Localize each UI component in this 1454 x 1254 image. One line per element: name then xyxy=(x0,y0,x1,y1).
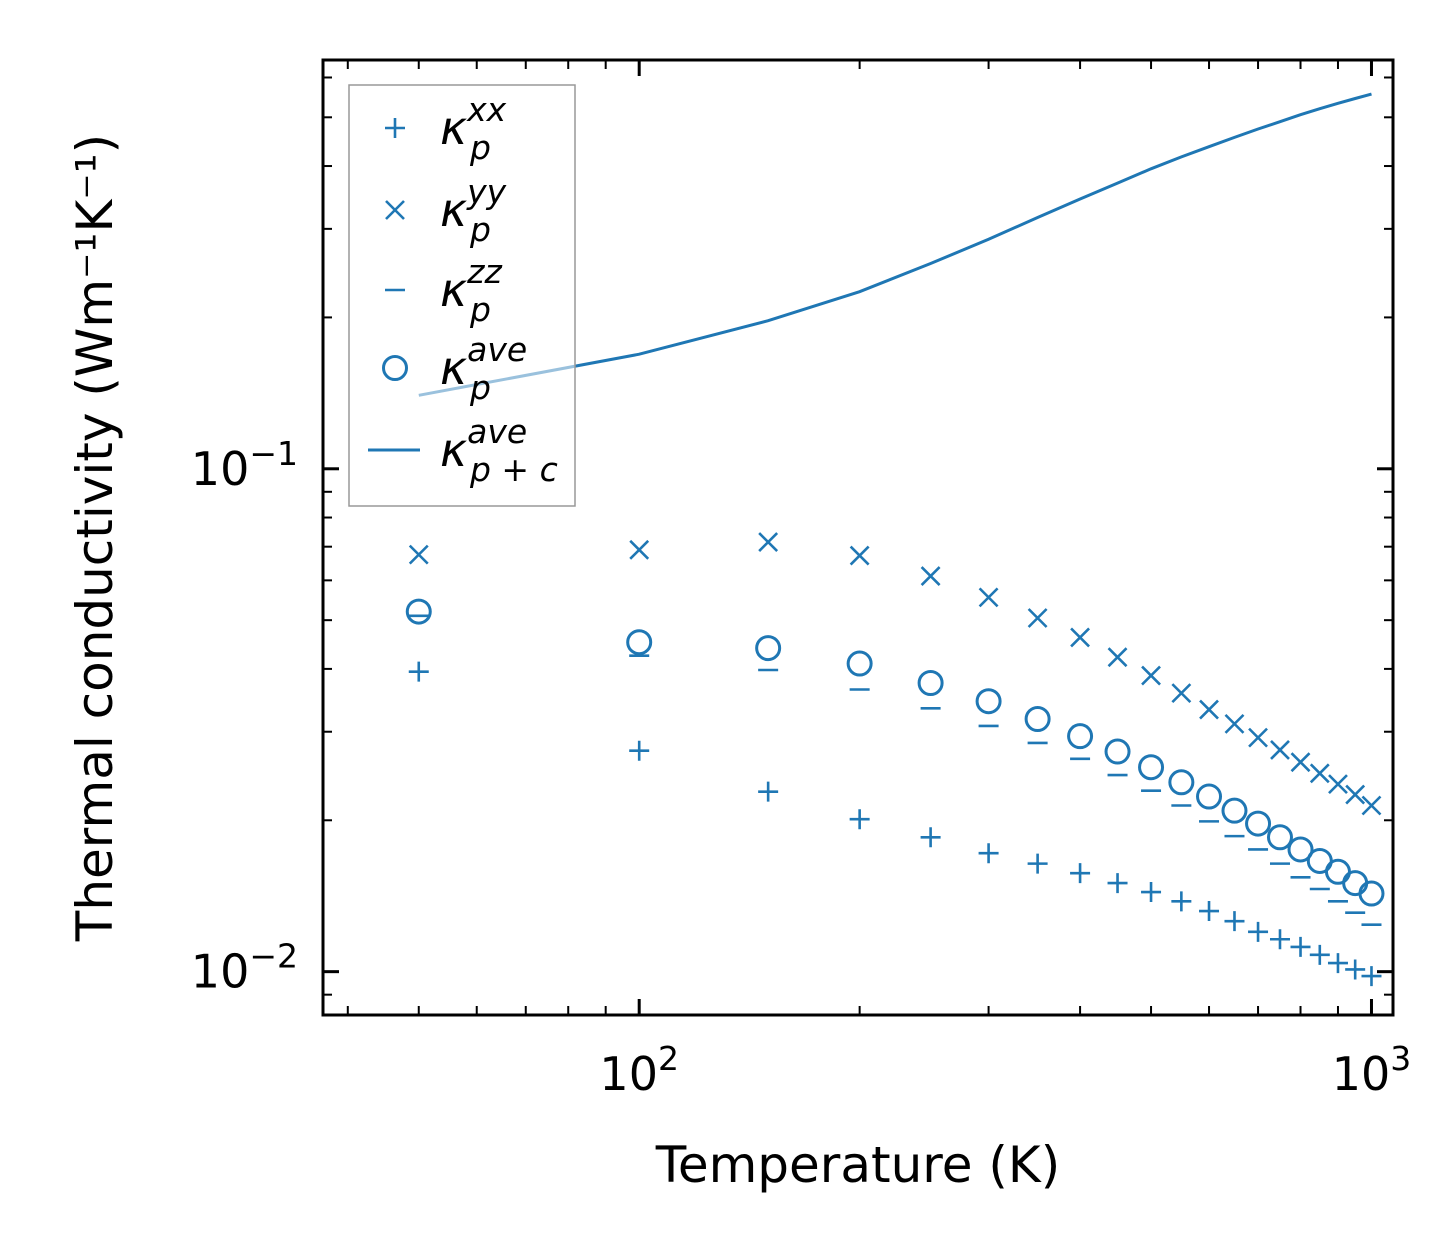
data-point-kappa_p_ave-400 xyxy=(1067,723,1094,750)
data-point-kappa_p_ave-100 xyxy=(626,629,653,656)
legend-entry-kappa_p_xx: κxx p xyxy=(385,90,507,167)
data-point-kappa_p_ave-700 xyxy=(1245,810,1272,837)
series-kappa_p_yy xyxy=(408,532,1382,816)
data-point-kappa_p_yy-550 xyxy=(1171,683,1192,704)
series-kappa_p+c_ave xyxy=(418,92,1372,397)
data-point-kappa_p_yy-450 xyxy=(1107,647,1128,668)
y-tick-label: 10−1 xyxy=(191,434,298,496)
data-point-kappa_p_yy-150 xyxy=(758,532,779,552)
data-point-kappa_p_xx-750 xyxy=(1269,929,1290,950)
data-point-kappa_p_yy-800 xyxy=(1290,752,1311,773)
legend-label-kappa_p_xx: κxx p xyxy=(440,90,507,167)
data-point-kappa_p_ave-450 xyxy=(1104,738,1131,765)
y-axis-label: Thermal conductivity (Wm⁻¹K⁻¹) xyxy=(66,134,124,942)
data-point-kappa_p_ave-150 xyxy=(755,635,782,662)
data-point-kappa_p_xx-300 xyxy=(978,843,999,864)
legend-entry-kappa_p_ave: κave p xyxy=(382,330,527,407)
legend-entry-kappa_p_yy: κyy p xyxy=(385,172,507,249)
legend-entry-kappa_p_zz: κzz p xyxy=(385,252,502,329)
data-point-kappa_p_yy-350 xyxy=(1027,608,1048,628)
data-point-kappa_p_yy-850 xyxy=(1309,763,1330,784)
data-point-kappa_p_xx-450 xyxy=(1107,873,1128,894)
legend-label-kappa_p_zz: κzz p xyxy=(440,252,502,329)
x-axis-label: Temperature (K) xyxy=(655,1136,1060,1194)
legend-label-kappa_p_ave: κave p xyxy=(440,330,527,407)
data-point-kappa_p_ave-300 xyxy=(975,688,1002,715)
data-point-kappa_p_xx-350 xyxy=(1027,853,1048,874)
data-point-kappa_p_yy-250 xyxy=(920,566,941,586)
legend-marker-kappa_p_xx xyxy=(385,118,405,138)
data-point-kappa_p_yy-750 xyxy=(1270,740,1290,760)
data-point-kappa_p_yy-950 xyxy=(1345,784,1366,805)
data-point-kappa_p_ave-600 xyxy=(1196,783,1223,810)
data-point-kappa_p_xx-1000 xyxy=(1361,966,1382,987)
data-point-kappa_p_ave-350 xyxy=(1024,706,1051,733)
legend-label-kappa_p+c_ave: κave p + c xyxy=(440,412,558,489)
data-point-kappa_p_xx-950 xyxy=(1345,959,1366,980)
data-point-kappa_p_yy-50 xyxy=(408,544,429,565)
plot-area xyxy=(405,92,1385,987)
legend-label-kappa_p_yy: κyy p xyxy=(440,172,507,249)
plot-frame xyxy=(321,58,1395,1017)
data-point-kappa_p_yy-600 xyxy=(1199,699,1219,720)
data-point-kappa_p_ave-200 xyxy=(846,650,873,677)
y-tick-label: 10−2 xyxy=(191,937,298,999)
data-point-kappa_p_xx-500 xyxy=(1141,882,1162,903)
data-point-kappa_p_yy-500 xyxy=(1141,665,1161,686)
legend-marker-kappa_p_yy xyxy=(385,200,405,220)
data-point-kappa_p_ave-950 xyxy=(1342,870,1369,897)
data-point-kappa_p_yy-700 xyxy=(1248,727,1268,748)
axes: 102 103 10−1 10−2 Temperature (K) Thermal con… xyxy=(66,58,1412,1194)
data-point-kappa_p_xx-900 xyxy=(1327,953,1348,974)
data-point-kappa_p_xx-700 xyxy=(1248,921,1269,942)
data-point-kappa_p_yy-300 xyxy=(978,587,999,608)
x-tick-label: 102 xyxy=(599,1039,679,1101)
data-point-kappa_p_xx-650 xyxy=(1224,911,1245,932)
data-point-kappa_p_ave-800 xyxy=(1287,836,1314,863)
data-point-kappa_p_yy-200 xyxy=(849,545,870,566)
data-point-kappa_p_yy-650 xyxy=(1224,713,1245,734)
data-point-kappa_p_yy-400 xyxy=(1070,627,1090,648)
legend-box xyxy=(348,84,576,507)
legend-marker-kappa_p_ave xyxy=(382,355,408,381)
data-point-kappa_p_xx-550 xyxy=(1171,891,1192,912)
data-point-kappa_p_yy-900 xyxy=(1328,774,1348,795)
data-point-kappa_p_ave-650 xyxy=(1221,797,1248,824)
data-point-kappa_p_yy-1000 xyxy=(1361,795,1382,816)
data-point-kappa_p_xx-200 xyxy=(849,809,870,830)
legend-entry-kappa_p+c_ave: κave p + c xyxy=(368,412,558,489)
data-point-kappa_p_xx-100 xyxy=(629,740,650,761)
data-point-kappa_p_xx-850 xyxy=(1309,944,1330,965)
ticks xyxy=(323,60,1393,1015)
data-point-kappa_p_xx-150 xyxy=(758,781,779,802)
data-point-kappa_p_ave-50 xyxy=(405,598,432,625)
data-point-kappa_p_ave-500 xyxy=(1138,754,1165,781)
data-point-kappa_p_ave-250 xyxy=(917,669,944,696)
series-kappa_p_zz xyxy=(408,614,1382,926)
series-kappa_p_ave xyxy=(405,598,1385,907)
data-point-kappa_p_ave-750 xyxy=(1266,824,1293,851)
data-point-kappa_p_xx-400 xyxy=(1070,863,1091,884)
data-point-kappa_p_xx-800 xyxy=(1290,936,1311,957)
series-line-kappa_p+c_ave xyxy=(418,92,1372,397)
data-point-kappa_p_xx-600 xyxy=(1199,901,1220,922)
data-point-kappa_p_xx-250 xyxy=(920,827,941,848)
data-point-kappa_p_xx-50 xyxy=(408,661,429,682)
series-kappa_p_xx xyxy=(408,661,1382,987)
data-point-kappa_p_ave-550 xyxy=(1168,769,1195,796)
x-tick-label: 103 xyxy=(1332,1039,1412,1101)
data-point-kappa_p_ave-900 xyxy=(1324,858,1351,885)
data-point-kappa_p_ave-1000 xyxy=(1358,880,1385,907)
data-point-kappa_p_yy-100 xyxy=(629,539,650,560)
